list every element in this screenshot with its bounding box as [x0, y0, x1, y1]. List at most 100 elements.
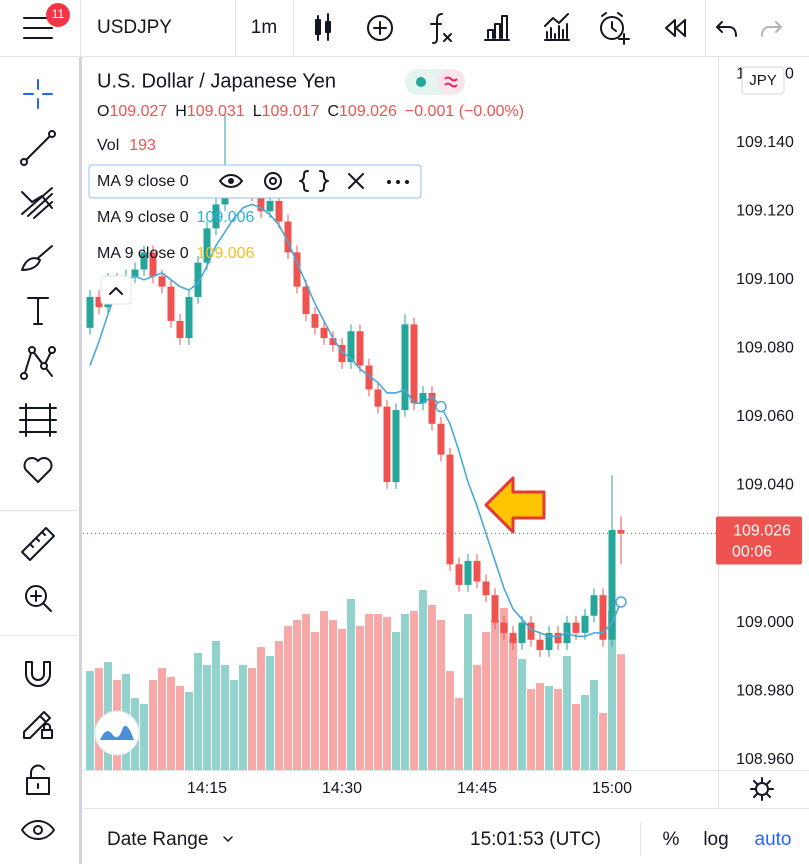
templates-button[interactable]	[484, 15, 510, 41]
volume-bar	[464, 614, 472, 770]
candle-body	[86, 296, 94, 328]
lock-drawings-tool[interactable]	[23, 711, 53, 739]
volume-bar	[221, 665, 229, 770]
volume-bar	[266, 656, 274, 770]
volume-bar	[599, 713, 607, 770]
candle-body	[140, 252, 148, 270]
candle-body	[266, 200, 274, 212]
ohlc-label: O	[97, 103, 109, 120]
y-tick-label: 109.080	[736, 340, 794, 357]
ruler-tool[interactable]	[21, 527, 55, 561]
log-button[interactable]: log	[703, 829, 728, 850]
y-tick-label: 108.980	[736, 682, 794, 699]
menu-button[interactable]: 11	[23, 3, 70, 39]
pattern-tool[interactable]	[20, 346, 56, 380]
redo-button	[761, 21, 782, 37]
symbol[interactable]: USDJPY	[97, 17, 172, 38]
chart-settings-button[interactable]	[750, 777, 774, 801]
volume-bar	[446, 671, 454, 770]
prediction-tool[interactable]	[19, 403, 57, 437]
candle-body	[203, 228, 211, 263]
candle-body	[491, 595, 499, 623]
x-tick-label: 14:15	[187, 780, 227, 797]
volume-bar	[536, 683, 544, 770]
y-tick-label: 109.000	[736, 614, 794, 631]
volume-bar	[554, 689, 562, 770]
visibility-tool[interactable]	[21, 820, 55, 840]
indicator-name: MA 9 close 0	[97, 209, 189, 226]
compare-button[interactable]	[544, 13, 570, 41]
volume-bar	[140, 704, 148, 770]
volume-bar	[437, 620, 445, 770]
zoom-tool[interactable]	[25, 585, 52, 612]
chart-type-button[interactable]	[315, 13, 331, 41]
candle-body	[410, 324, 418, 404]
moving-average-point	[435, 400, 447, 413]
fib-tool[interactable]	[21, 187, 53, 219]
ohlc-value: 109.027	[109, 103, 167, 120]
add-button[interactable]	[367, 15, 393, 41]
candle-body	[185, 296, 193, 339]
notification-badge: 11	[52, 7, 65, 21]
trend-line-tool[interactable]	[20, 130, 56, 166]
replay-button[interactable]	[665, 19, 686, 37]
volume-bar	[518, 659, 526, 770]
volume-bar	[212, 641, 220, 770]
indicator-row-active[interactable]	[88, 164, 422, 199]
volume-bar	[590, 680, 598, 770]
lock-tool[interactable]	[26, 764, 50, 795]
candle-body	[365, 365, 373, 390]
indicator-value: 109.006	[197, 209, 255, 226]
candle-body	[518, 622, 526, 644]
y-tick-label: 109.120	[736, 202, 794, 219]
collapse-legend-button[interactable]	[100, 275, 132, 305]
candle-body	[383, 406, 391, 483]
volume-bar	[392, 632, 400, 770]
last-price-label: 109.026	[733, 523, 791, 540]
date-range-button[interactable]: Date Range	[107, 829, 208, 850]
candle-body	[257, 194, 265, 212]
ohlc-value: 109.031	[187, 103, 245, 120]
volume-bar	[338, 629, 346, 770]
volume-bar	[86, 671, 94, 770]
volume-bar	[311, 632, 319, 770]
crosshair-tool[interactable]	[23, 79, 53, 109]
moving-average-point	[615, 596, 627, 608]
candle-body	[284, 221, 292, 253]
favorites-tool[interactable]	[23, 457, 53, 483]
candle-body	[500, 622, 508, 633]
indicator-actions[interactable]	[219, 170, 409, 192]
x-tick-label: 14:30	[322, 780, 362, 797]
interval[interactable]: 1m	[251, 17, 277, 38]
logo[interactable]	[94, 710, 140, 756]
candle-body	[482, 581, 490, 596]
volume-bar	[293, 620, 301, 770]
volume-bar	[500, 608, 508, 770]
plot-area[interactable]	[83, 115, 718, 770]
arrow-annotation	[484, 476, 546, 534]
bottom-bar: Date Range 15:01:53 (UTC) % log auto	[83, 808, 809, 856]
indicator-legend: MA 9 close 0 109.006	[97, 209, 255, 226]
candle-body	[302, 286, 310, 315]
volume-bar	[473, 665, 481, 770]
candle-body	[293, 252, 301, 287]
text-tool[interactable]	[27, 297, 49, 325]
volume-bar	[419, 590, 427, 770]
undo-button[interactable]	[716, 21, 737, 37]
currency-box	[741, 66, 785, 95]
candle-body	[149, 252, 157, 277]
currency-label: JPY	[749, 72, 777, 89]
magnet-tool[interactable]	[25, 661, 51, 687]
ohlc-label: L	[253, 103, 262, 120]
percent-button[interactable]: %	[663, 829, 680, 850]
candle-body	[320, 327, 328, 339]
candle-body	[599, 595, 607, 640]
volume-bar	[275, 641, 283, 770]
auto-button[interactable]: auto	[755, 829, 792, 850]
volume-bar	[95, 668, 103, 770]
indicators-button[interactable]	[430, 13, 452, 44]
alert-button[interactable]	[600, 12, 630, 45]
y-tick-label: 109.040	[736, 477, 794, 494]
brush-tool[interactable]	[21, 245, 53, 271]
